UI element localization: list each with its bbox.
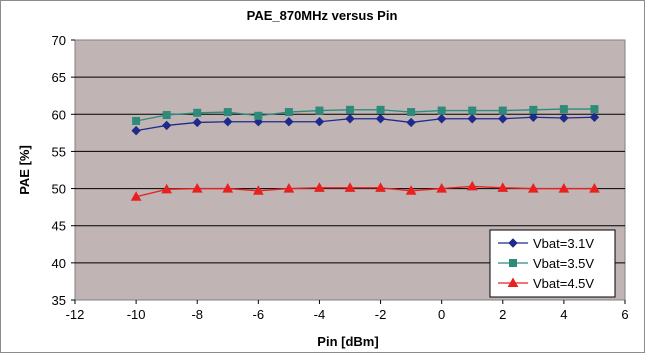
series-vbat-3-1v xyxy=(131,112,600,136)
data-point xyxy=(498,106,507,115)
x-tick-label: -2 xyxy=(375,307,387,322)
legend-label: Vbat=4.5V xyxy=(533,276,594,291)
data-point xyxy=(527,183,539,193)
series-line xyxy=(135,185,595,198)
data-point xyxy=(529,105,538,114)
data-point xyxy=(589,183,600,193)
data-point xyxy=(131,125,141,136)
data-point xyxy=(406,117,416,128)
y-axis-title: PAE [%] xyxy=(17,145,32,195)
x-tick-label: 4 xyxy=(560,307,567,322)
data-point xyxy=(375,114,386,124)
x-axis-title: Pin [dBm] xyxy=(317,334,378,349)
data-point xyxy=(437,106,446,115)
data-point xyxy=(191,183,203,193)
tick-labels: 35 40 45 50 55 60 65 70 -12 -10 -8 -6 -4 -2 0 2 4 6 xyxy=(52,33,629,322)
data-point xyxy=(436,114,447,124)
data-point xyxy=(283,183,295,193)
x-tick-label: 0 xyxy=(438,307,445,322)
data-point xyxy=(375,182,386,192)
data-point xyxy=(436,183,448,193)
x-tick-label: -12 xyxy=(66,307,85,322)
legend: Vbat=3.1V Vbat=3.5V Vbat=4.5V xyxy=(489,229,616,298)
x-tick-label: 2 xyxy=(499,307,506,322)
x-tick-label: 6 xyxy=(621,307,628,322)
legend-marker xyxy=(507,277,519,287)
y-tick-label: 60 xyxy=(52,107,66,122)
data-point xyxy=(223,117,233,127)
x-tick-label: -8 xyxy=(191,307,203,322)
y-tick-label: 50 xyxy=(52,182,66,197)
data-point xyxy=(132,116,141,125)
y-tick-label: 45 xyxy=(52,219,66,234)
legend-marker xyxy=(509,259,517,267)
data-point xyxy=(466,180,478,191)
x-tick-label: -4 xyxy=(314,307,326,322)
data-point xyxy=(344,182,356,192)
data-point xyxy=(468,106,477,115)
data-point xyxy=(193,108,202,117)
data-point xyxy=(315,106,324,115)
y-tick-label: 70 xyxy=(52,33,66,48)
legend-label: Vbat=3.1V xyxy=(533,236,594,251)
series-layer xyxy=(130,105,600,201)
data-point xyxy=(467,114,477,124)
data-point xyxy=(161,183,173,194)
x-tick-label: -10 xyxy=(127,307,146,322)
y-tick-label: 55 xyxy=(52,144,66,159)
data-point xyxy=(345,114,355,124)
chart-title: PAE_870MHz versus Pin xyxy=(247,8,398,23)
data-point xyxy=(407,108,416,117)
y-tick-label: 35 xyxy=(52,293,66,308)
data-point xyxy=(130,191,142,201)
y-tick-label: 40 xyxy=(52,256,66,271)
data-point xyxy=(284,117,294,127)
data-point xyxy=(161,120,172,131)
data-point xyxy=(223,108,232,117)
data-point xyxy=(346,105,354,114)
data-point xyxy=(192,117,202,128)
data-point xyxy=(498,114,508,124)
data-point xyxy=(252,185,264,195)
series-vbat-3-5v xyxy=(132,105,599,125)
data-point xyxy=(528,112,539,122)
x-tick-label: -6 xyxy=(253,307,265,322)
series-vbat-4-5v xyxy=(130,180,600,201)
data-point xyxy=(376,105,385,114)
legend-label: Vbat=3.5V xyxy=(533,256,594,271)
series-line xyxy=(135,108,595,122)
y-tick-label: 65 xyxy=(52,70,66,85)
data-point xyxy=(497,182,509,192)
data-point xyxy=(559,105,568,114)
data-point xyxy=(162,111,171,120)
series-line xyxy=(136,116,595,132)
data-point xyxy=(314,182,325,192)
data-point xyxy=(405,185,417,195)
legend-marker xyxy=(508,238,518,248)
data-point xyxy=(254,111,263,120)
data-point xyxy=(284,108,293,117)
data-point xyxy=(559,113,569,123)
data-point xyxy=(589,112,600,122)
data-point xyxy=(558,183,570,193)
data-point xyxy=(222,183,234,193)
data-point xyxy=(314,117,325,127)
data-point xyxy=(590,105,599,114)
